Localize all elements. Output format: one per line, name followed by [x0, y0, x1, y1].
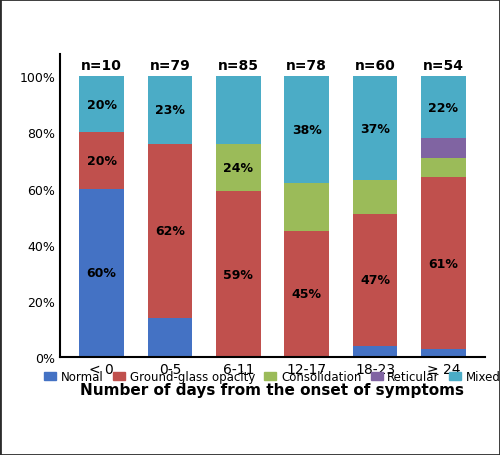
Bar: [148, 318, 192, 357]
Legend: Normal, Ground-glass opacity, Consolidation, Reticular, Mixed: Normal, Ground-glass opacity, Consolidat…: [44, 370, 500, 383]
Text: n=78: n=78: [286, 59, 327, 73]
Text: n=54: n=54: [423, 59, 464, 73]
Text: 45%: 45%: [292, 288, 322, 301]
Bar: [216, 192, 260, 357]
Text: 22%: 22%: [428, 101, 458, 114]
Text: 47%: 47%: [360, 274, 390, 287]
Bar: [353, 181, 398, 214]
Bar: [216, 144, 260, 192]
Text: 24%: 24%: [224, 162, 254, 175]
Bar: [216, 77, 260, 144]
Bar: [284, 77, 329, 183]
Text: n=85: n=85: [218, 59, 259, 73]
Bar: [80, 133, 124, 189]
Text: 20%: 20%: [86, 99, 117, 111]
Bar: [421, 77, 466, 139]
Bar: [80, 189, 124, 357]
X-axis label: Number of days from the onset of symptoms: Number of days from the onset of symptom…: [80, 382, 464, 397]
Bar: [353, 214, 398, 346]
Text: 60%: 60%: [86, 267, 117, 280]
Bar: [80, 77, 124, 133]
Text: 37%: 37%: [360, 122, 390, 136]
Text: 61%: 61%: [428, 257, 458, 270]
Text: 62%: 62%: [155, 225, 185, 238]
Text: 59%: 59%: [224, 268, 253, 281]
Text: n=60: n=60: [354, 59, 396, 73]
Bar: [421, 158, 466, 178]
Bar: [421, 349, 466, 357]
Bar: [284, 183, 329, 231]
Text: 23%: 23%: [155, 104, 185, 117]
Bar: [148, 144, 192, 318]
Bar: [421, 139, 466, 158]
Bar: [353, 77, 398, 181]
Text: n=10: n=10: [81, 59, 122, 73]
Text: 20%: 20%: [86, 155, 117, 167]
Bar: [421, 178, 466, 349]
Bar: [284, 231, 329, 357]
Bar: [148, 77, 192, 144]
Bar: [353, 346, 398, 357]
Text: 38%: 38%: [292, 124, 322, 137]
Text: n=79: n=79: [150, 59, 190, 73]
